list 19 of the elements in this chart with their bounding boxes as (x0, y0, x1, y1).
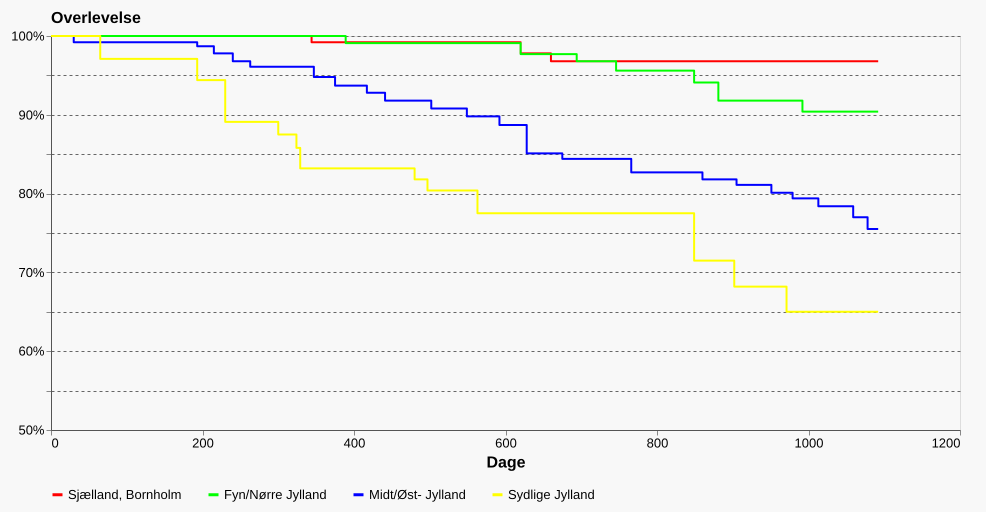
x-tick-label: 400 (344, 436, 366, 450)
y-tick-label: 60% (18, 344, 45, 359)
y-tick-label: 50% (18, 422, 45, 438)
y-tick-label: 90% (18, 107, 45, 122)
y-tick-label: 100% (11, 28, 45, 44)
x-tick-label: 200 (192, 436, 214, 450)
x-tick-label: 0 (52, 436, 59, 450)
chart-title: Overlevelse (51, 10, 141, 27)
x-tick-label: 1200 (932, 436, 960, 450)
legend-label: Fyn/Nørre Jylland (224, 486, 327, 502)
legend-label: Sydlige Jylland (508, 486, 595, 502)
y-tick-label: 70% (18, 264, 45, 280)
x-tick-label: 1000 (794, 436, 824, 450)
x-axis-title: Dage (486, 454, 526, 472)
legend-label: Sjælland, Bornholm (68, 486, 182, 502)
x-tick-label: 600 (495, 436, 517, 450)
legend-label: Midt/Øst- Jylland (369, 486, 466, 502)
x-tick-label: 800 (646, 436, 668, 450)
y-tick-label: 80% (18, 186, 45, 202)
